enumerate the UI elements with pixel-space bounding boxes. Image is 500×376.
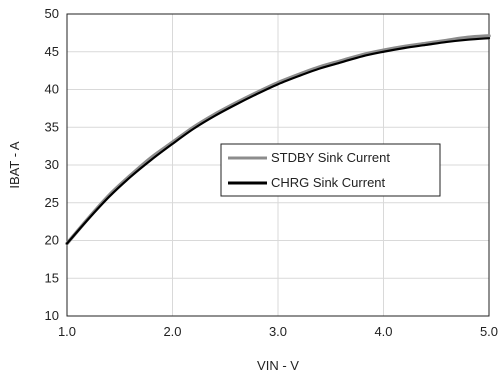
y-tick-label: 25 [45,195,59,210]
y-axis-title: IBAT - A [7,141,22,189]
legend-label-chrg: CHRG Sink Current [271,175,386,190]
y-tick-labels: 10 15 20 25 30 35 40 45 50 [45,6,59,323]
series-line-chrg [65,37,491,245]
legend-box [220,143,441,197]
legend-label-stdby: STDBY Sink Current [271,150,390,165]
series-line-stdby [65,34,491,246]
legend: STDBY Sink Current CHRG Sink Current [220,143,441,197]
x-tick-label: 2.0 [163,324,181,339]
y-tick-label: 10 [45,308,59,323]
plot-frame [66,13,490,317]
x-tick-label: 1.0 [58,324,76,339]
x-tick-label: 3.0 [269,324,287,339]
x-tick-label: 4.0 [374,324,392,339]
y-tick-label: 50 [45,6,59,21]
series-layer [65,34,491,246]
y-tick-label: 40 [45,82,59,97]
y-tick-label: 45 [45,44,59,59]
y-tick-label: 15 [45,270,59,285]
x-tick-labels: 1.0 2.0 3.0 4.0 5.0 [58,324,498,339]
y-tick-label: 30 [45,157,59,172]
y-tick-label: 20 [45,233,59,248]
x-tick-label: 5.0 [480,324,498,339]
y-tick-label: 35 [45,119,59,134]
x-axis-title: VIN - V [257,358,299,373]
